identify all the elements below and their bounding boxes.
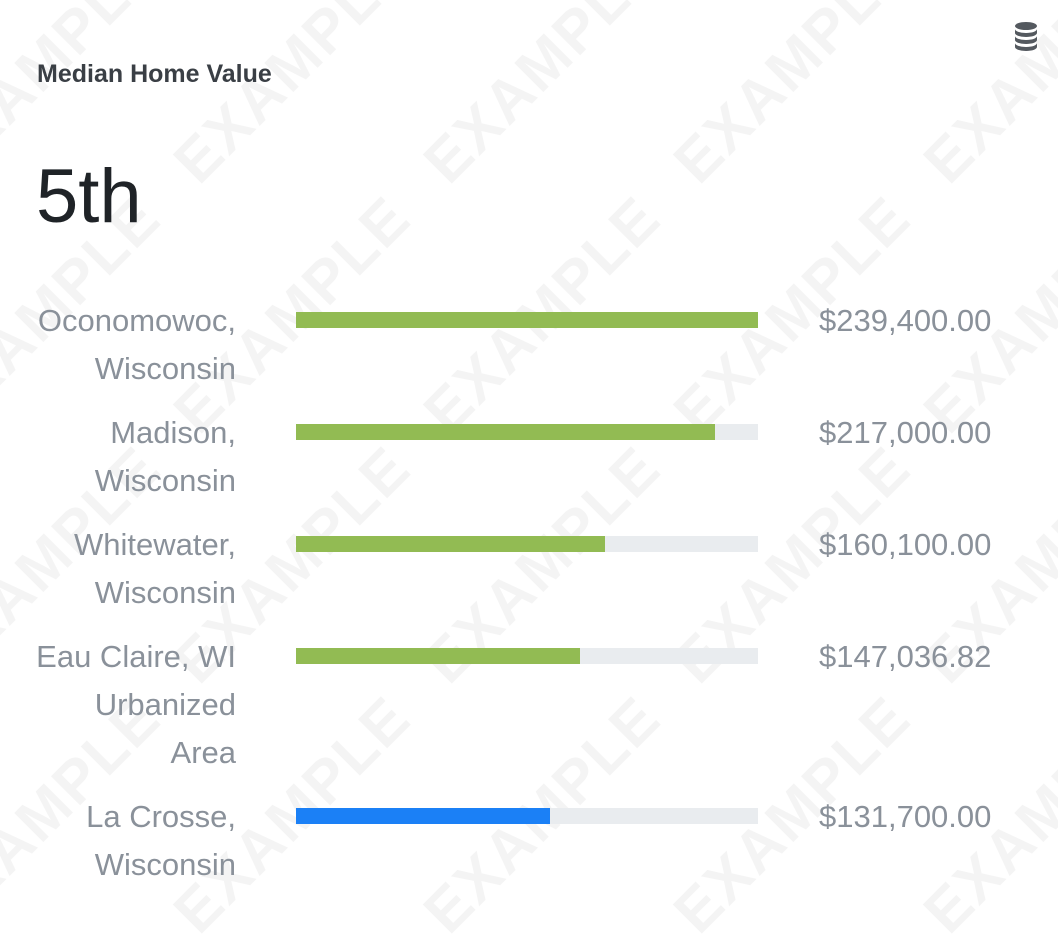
bar-label: Whitewater, Wisconsin xyxy=(74,527,236,610)
bar-value-label: $147,036.82 xyxy=(819,639,992,674)
chart-title: Median Home Value xyxy=(37,60,272,88)
bar-track xyxy=(296,424,758,440)
watermark-text: EXAMPLE xyxy=(160,0,424,196)
bar xyxy=(296,312,758,328)
watermark-text: EXAMPLE xyxy=(410,0,674,196)
watermark-text: EXAMPLE xyxy=(660,0,924,196)
bar-value-label: $239,400.00 xyxy=(819,303,992,338)
bar xyxy=(296,424,715,440)
bar-value-label: $217,000.00 xyxy=(819,415,992,450)
rank-value: 5th xyxy=(36,154,142,239)
bar-value-label: $131,700.00 xyxy=(819,799,992,834)
bar-value-label: $160,100.00 xyxy=(819,527,992,562)
bar-highlighted xyxy=(296,808,550,824)
database-icon[interactable] xyxy=(1012,20,1040,52)
bar-label: La Crosse, Wisconsin xyxy=(86,799,236,882)
bar-track xyxy=(296,648,758,664)
bar-label: Eau Claire, WI Urbanized Area xyxy=(36,639,236,770)
bar-label: Oconomowoc, Wisconsin xyxy=(37,303,236,386)
bar xyxy=(296,536,605,552)
bar xyxy=(296,648,580,664)
bar-label: Madison, Wisconsin xyxy=(94,415,236,498)
bar-track xyxy=(296,536,758,552)
bar-track xyxy=(296,808,758,824)
bar-track xyxy=(296,312,758,328)
